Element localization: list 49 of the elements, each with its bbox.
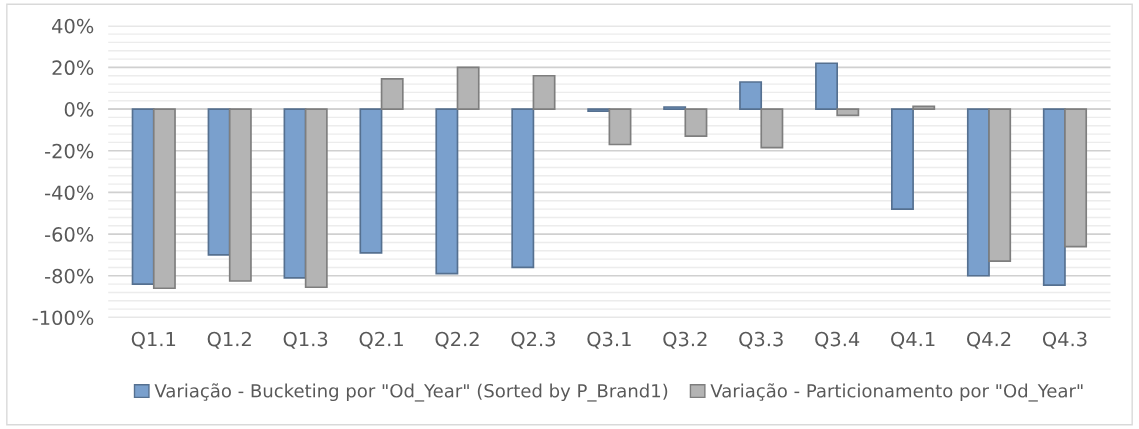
bar xyxy=(283,108,307,279)
bar xyxy=(608,108,632,146)
bar xyxy=(228,108,252,282)
bar xyxy=(684,108,708,138)
bar xyxy=(988,108,1012,263)
x-tick-label: Q3.2 xyxy=(663,331,707,349)
x-tick-label: Q3.4 xyxy=(815,331,860,349)
y-tick-label: -40% xyxy=(45,185,94,201)
bar xyxy=(891,108,914,210)
y-tick-label: -60% xyxy=(45,227,94,242)
bar xyxy=(1042,108,1066,286)
x-tick-label: Q2.2 xyxy=(435,331,479,349)
y-tick-label: 40% xyxy=(52,18,94,34)
bar xyxy=(532,74,556,110)
bar xyxy=(207,108,231,256)
y-tick-label: 0% xyxy=(64,102,94,117)
y-tick-label: 20% xyxy=(52,60,94,76)
bar xyxy=(836,108,860,117)
y-tick-label: -20% xyxy=(45,143,94,159)
legend-label: Variação - Particionamento por "Od_Year" xyxy=(710,383,1083,402)
x-tick-label: Q4.3 xyxy=(1042,331,1087,349)
x-tick-label: Q3.3 xyxy=(739,331,783,349)
x-tick-label: Q3.1 xyxy=(587,331,631,349)
bar xyxy=(511,108,535,269)
bar xyxy=(663,106,687,110)
bar xyxy=(1064,108,1088,248)
x-tick-label: Q4.1 xyxy=(891,331,935,349)
y-tick-label: -80% xyxy=(45,268,94,284)
bar xyxy=(304,108,328,289)
bar xyxy=(966,108,990,277)
x-tick-label: Q1.1 xyxy=(131,331,176,349)
x-tick-label: Q1.3 xyxy=(283,331,328,349)
x-tick-label: Q4.2 xyxy=(967,331,1011,349)
x-tick-label: Q1.2 xyxy=(207,331,251,349)
bar xyxy=(815,62,838,110)
bar xyxy=(359,108,383,254)
bar xyxy=(131,108,155,285)
bar xyxy=(739,81,763,110)
legend-label: Variação - Bucketing por "Od_Year" (Sorted by P_Brand1) xyxy=(154,383,668,402)
bar xyxy=(152,108,176,290)
bar xyxy=(587,108,611,113)
bar xyxy=(435,108,459,275)
bar xyxy=(380,78,404,110)
bar xyxy=(760,108,784,149)
bar xyxy=(912,105,936,110)
x-tick-label: Q2.3 xyxy=(511,331,555,349)
bar xyxy=(456,66,480,110)
x-tick-label: Q2.1 xyxy=(359,331,403,349)
y-tick-label: -100% xyxy=(32,310,94,326)
